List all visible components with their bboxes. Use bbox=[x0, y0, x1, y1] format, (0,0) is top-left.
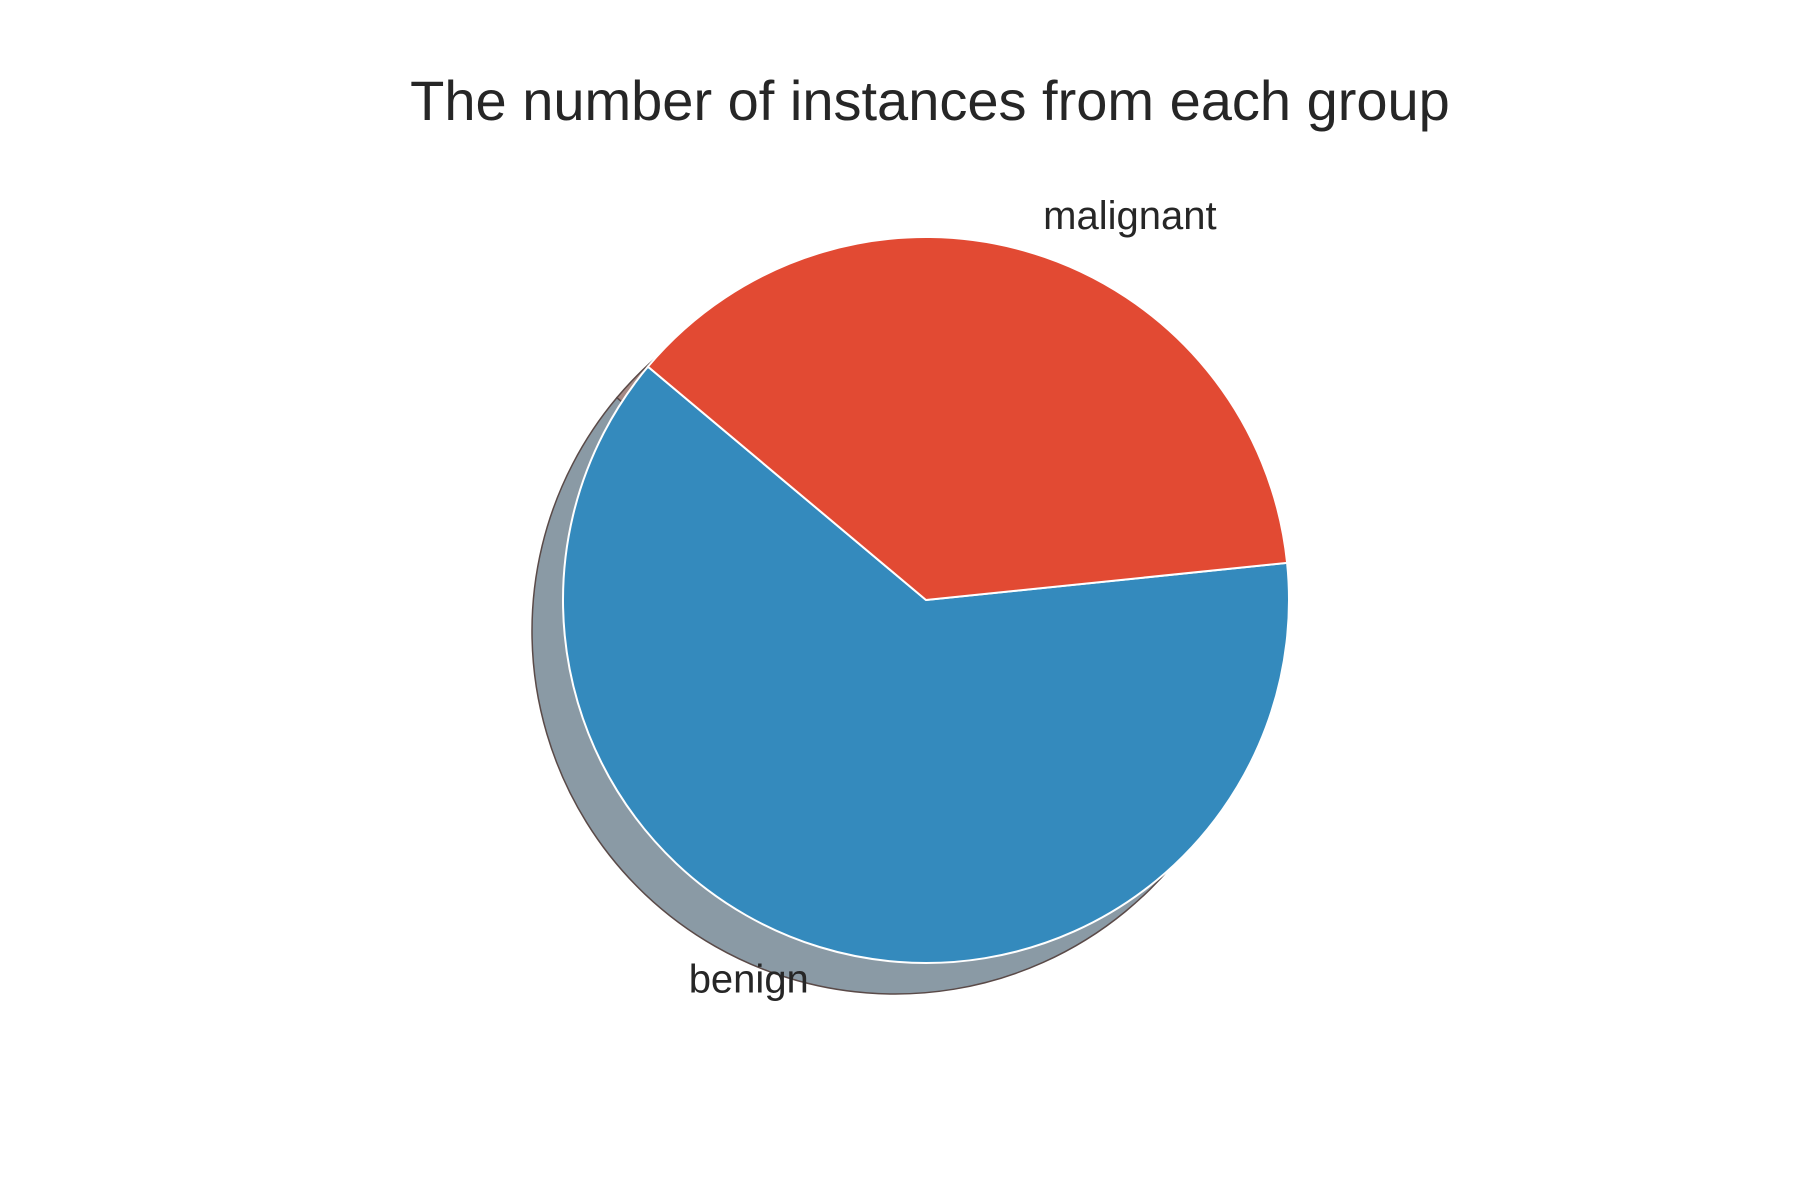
pie-labels: benign malignant bbox=[689, 194, 1217, 1001]
pie-slice-benign bbox=[562, 365, 1290, 964]
pie-label-malignant: malignant bbox=[1043, 194, 1216, 238]
chart-title: The number of instances from each group bbox=[410, 69, 1450, 132]
pie-label-benign: benign bbox=[689, 957, 809, 1001]
pie-slice-malignant bbox=[646, 236, 1289, 602]
pie-slices bbox=[562, 236, 1290, 964]
